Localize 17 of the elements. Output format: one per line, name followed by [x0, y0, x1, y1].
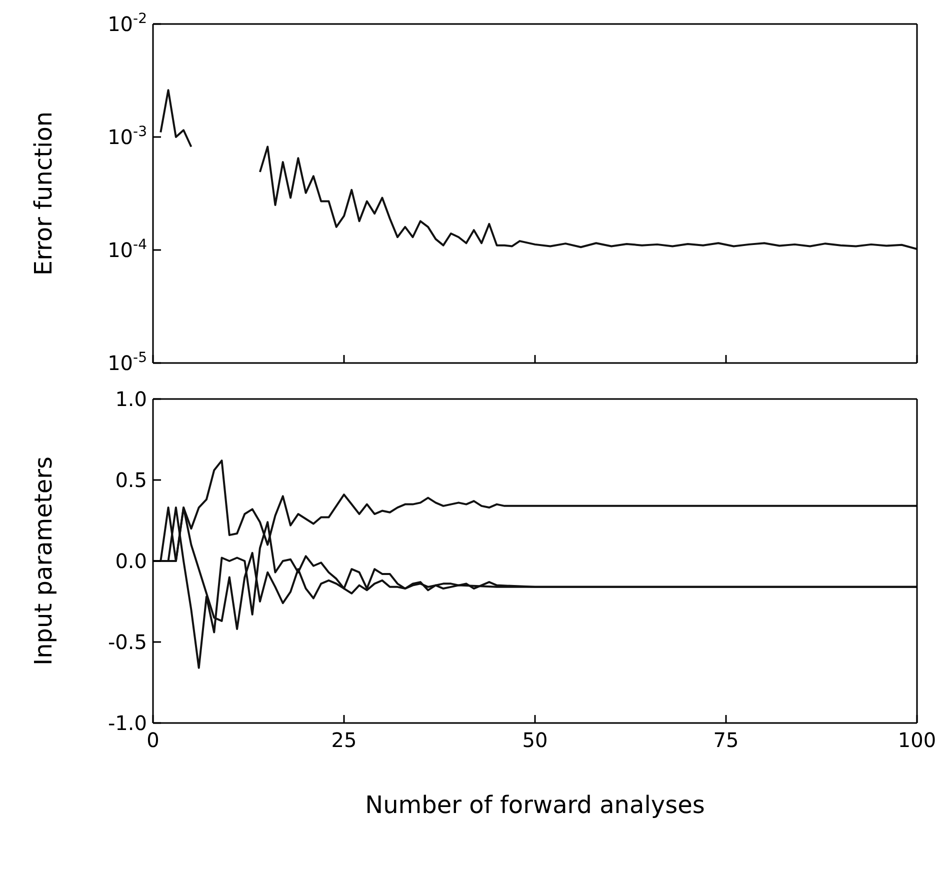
y-tick-label: 10$^{-2}$: [108, 11, 147, 36]
y-tick-label: 1.0: [115, 387, 147, 411]
y-axis-title: Input parameters: [30, 456, 58, 666]
x-axis-title: Number of forward analyses: [365, 791, 705, 819]
x-tick-label: 0: [146, 728, 160, 752]
y-tick-label: 10$^{-5}$: [108, 350, 147, 375]
x-tick-label: 25: [331, 728, 357, 752]
y-tick-label: -0.5: [108, 630, 147, 654]
x-tick-label: 75: [713, 728, 739, 752]
y-tick-label: 10$^{-3}$: [108, 124, 147, 149]
x-tick-label: 100: [898, 728, 936, 752]
y-axis-title: Error function: [30, 111, 58, 276]
y-tick-label: 10$^{-4}$: [108, 237, 148, 262]
y-tick-label: -1.0: [108, 711, 147, 735]
y-tick-label: 0.5: [115, 468, 147, 492]
y-tick-label: 0.0: [115, 549, 147, 573]
x-tick-label: 50: [522, 728, 548, 752]
